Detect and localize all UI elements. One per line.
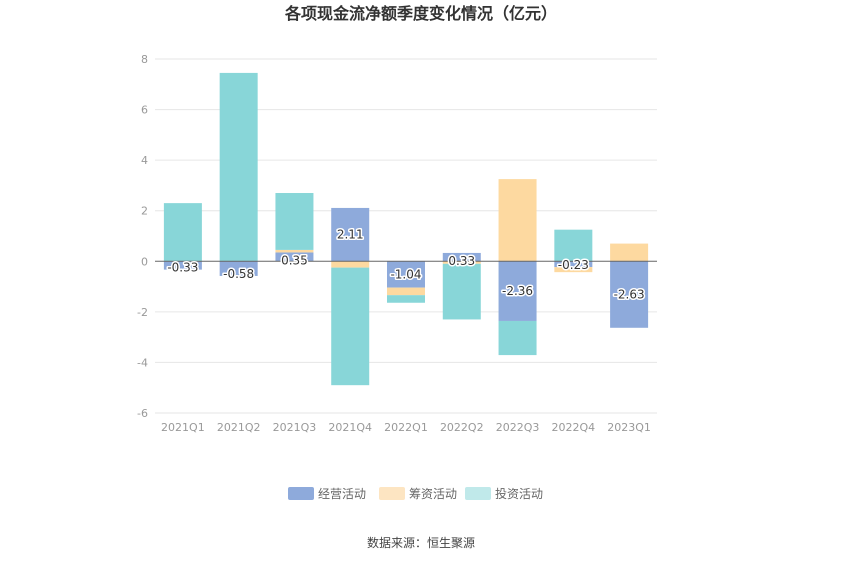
- bar-segment: [163, 261, 202, 270]
- data-label: -0.58: [223, 267, 254, 281]
- bar-segment: [442, 263, 481, 320]
- bar-segment: [163, 203, 202, 262]
- x-axis: 2021Q1 2021Q2 2021Q3 2021Q4 2022Q1 2022Q2 2022…: [161, 421, 651, 434]
- y-tick-label: -2: [137, 306, 148, 319]
- y-tick-label: 4: [141, 154, 148, 167]
- x-tick-label: 2022Q4: [552, 421, 596, 434]
- legend-swatch: [379, 487, 405, 500]
- bar-segment: [219, 72, 258, 262]
- data-label: 0.35: [281, 253, 308, 267]
- bar-segment: [275, 252, 314, 262]
- bar-segment: [442, 261, 481, 264]
- data-label-halo: 2.11: [337, 228, 364, 242]
- x-tick-label: 2021Q3: [273, 421, 317, 434]
- x-tick-label: 2022Q2: [440, 421, 484, 434]
- data-label: 0.33: [448, 254, 475, 268]
- bar-segment: [275, 249, 314, 253]
- bar-segment: [331, 261, 370, 268]
- bar-segment: [554, 229, 593, 262]
- legend: 经营活动 筹资活动 投资活动: [288, 486, 543, 501]
- data-label: -0.33: [167, 261, 198, 275]
- bar-segment: [498, 320, 537, 356]
- data-label: -1.04: [390, 267, 421, 281]
- chart-title: 各项现金流净额季度变化情况（亿元）: [284, 4, 557, 23]
- x-tick-label: 2023Q1: [607, 421, 651, 434]
- bar-segment: [610, 243, 649, 262]
- data-label-halo: -0.33: [167, 261, 198, 275]
- bar-segment: [554, 261, 593, 268]
- x-tick-label: 2021Q2: [217, 421, 261, 434]
- bar-segment: [387, 261, 425, 288]
- data-label: -0.23: [558, 258, 589, 272]
- y-tick-label: 0: [141, 255, 148, 268]
- bar-segment: [498, 179, 537, 262]
- y-tick-label: -6: [137, 407, 148, 420]
- data-label-halo: -2.36: [502, 284, 533, 298]
- bar-segment: [387, 295, 425, 303]
- data-label: 2.11: [337, 228, 364, 242]
- bar-segment: [498, 261, 537, 321]
- y-axis: 8 6 4 2 0 -2 -4 -6: [137, 53, 148, 420]
- data-label-halo: -1.04: [390, 267, 421, 281]
- y-tick-label: -4: [137, 356, 148, 369]
- bar-segment: [219, 261, 258, 276]
- bar-segment: [275, 193, 314, 250]
- x-tick-label: 2021Q1: [161, 421, 205, 434]
- legend-swatch: [465, 487, 491, 500]
- x-tick-label: 2022Q3: [496, 421, 540, 434]
- y-tick-label: 2: [141, 205, 148, 218]
- data-label: -2.36: [502, 284, 533, 298]
- bar-segment: [387, 287, 425, 296]
- data-label-halo: -2.63: [614, 288, 645, 302]
- source-text: 数据来源：恒生聚源: [367, 535, 475, 550]
- data-label-halo: 0.35: [281, 253, 308, 267]
- legend-swatch: [288, 487, 314, 500]
- legend-label: 筹资活动: [409, 487, 457, 501]
- legend-label: 投资活动: [495, 486, 543, 501]
- data-labels: -0.33-0.33 -0.58-0.580.350.352.112.11-1.0…: [166, 226, 646, 303]
- x-tick-label: 2022Q1: [384, 421, 428, 434]
- bar-segment: [331, 267, 370, 386]
- bars: [163, 72, 649, 386]
- data-label-halo: -0.23: [558, 258, 589, 272]
- bar-segment: [610, 261, 649, 328]
- bar-segment: [442, 252, 481, 262]
- bar-segment: [331, 207, 370, 262]
- x-tick-label: 2021Q4: [328, 421, 372, 434]
- data-label: -2.63: [614, 288, 645, 302]
- y-tick-label: 8: [141, 53, 148, 66]
- y-tick-label: 6: [141, 104, 148, 117]
- bar-segment: [554, 267, 593, 273]
- legend-label: 经营活动: [318, 487, 366, 501]
- data-label-halo: -0.58: [223, 267, 254, 281]
- data-label-halo: 0.33: [448, 254, 475, 268]
